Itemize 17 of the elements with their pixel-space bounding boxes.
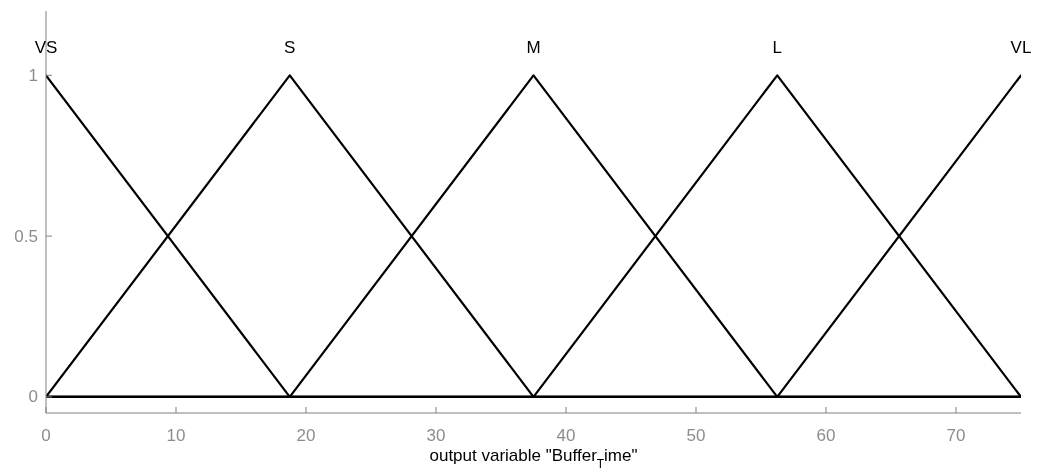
series-label: VL — [1010, 38, 1032, 58]
x-tick-label: 0 — [41, 425, 51, 445]
series-label: M — [526, 38, 541, 58]
x-tick-label: 60 — [816, 425, 836, 445]
x-tick-label: 40 — [556, 425, 576, 445]
x-axis-title: output variable "Buffer$_{T}$ime" — [429, 446, 638, 471]
x-tick-label: 50 — [686, 425, 706, 445]
y-tick-label: 0.5 — [14, 226, 38, 246]
x-tick-label: 30 — [426, 425, 446, 445]
y-tick-label: 0 — [28, 387, 38, 407]
x-tick-label: 70 — [946, 425, 966, 445]
y-tick-label: 1 — [28, 65, 38, 85]
series-label: VS — [34, 38, 58, 58]
x-tick-label: 20 — [296, 425, 316, 445]
series-label: S — [284, 38, 296, 58]
x-tick-label: 10 — [166, 425, 186, 445]
series-label: L — [772, 38, 782, 58]
